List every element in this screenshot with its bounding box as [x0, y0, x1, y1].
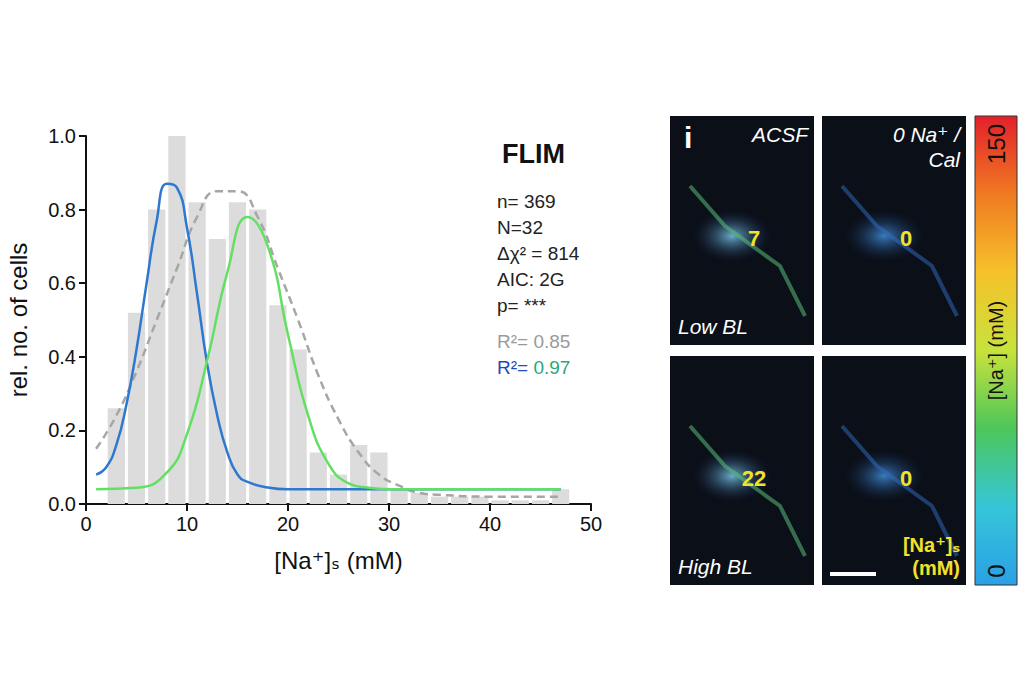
svg-text:R²= 0.85: R²= 0.85 [497, 331, 570, 352]
svg-text:0: 0 [983, 564, 1010, 577]
svg-text:[Na⁺] (mM): [Na⁺] (mM) [985, 301, 1007, 400]
svg-text:0.2: 0.2 [48, 419, 76, 441]
svg-text:[Na⁺]ₛ: [Na⁺]ₛ [903, 534, 960, 556]
svg-text:10: 10 [176, 513, 198, 535]
svg-text:0 Na⁺ /: 0 Na⁺ / [893, 123, 962, 146]
svg-text:40: 40 [479, 513, 501, 535]
svg-text:0.4: 0.4 [48, 346, 76, 368]
svg-text:N=32: N=32 [497, 217, 543, 238]
svg-text:AIC: 2G: AIC: 2G [497, 269, 565, 290]
svg-text:n= 369: n= 369 [497, 191, 556, 212]
svg-text:0: 0 [900, 226, 912, 251]
svg-text:0.8: 0.8 [48, 199, 76, 221]
svg-text:150: 150 [983, 124, 1010, 164]
svg-text:0.97: 0.97 [528, 357, 570, 378]
svg-text:R²=: R²= [497, 357, 528, 378]
svg-text:22: 22 [742, 466, 766, 491]
svg-text:Cal: Cal [928, 148, 961, 171]
svg-text:0.6: 0.6 [48, 272, 76, 294]
svg-text:0: 0 [80, 513, 91, 535]
svg-text:rel. no. of cells: rel. no. of cells [5, 243, 32, 398]
svg-text:50: 50 [580, 513, 602, 535]
svg-text:(mM): (mM) [912, 557, 960, 579]
svg-text:Low BL: Low BL [678, 315, 748, 338]
svg-text:ACSF: ACSF [750, 123, 809, 146]
svg-text:1.0: 1.0 [48, 125, 76, 147]
svg-text:p= ***: p= *** [497, 295, 547, 316]
svg-text:i: i [684, 121, 692, 154]
svg-text:0.0: 0.0 [48, 493, 76, 515]
svg-text:7: 7 [748, 226, 760, 251]
svg-text:Δχ² = 814: Δχ² = 814 [497, 243, 580, 264]
svg-text:20: 20 [277, 513, 299, 535]
svg-text:[Na⁺]ₛ (mM): [Na⁺]ₛ (mM) [274, 547, 402, 574]
svg-text:FLIM: FLIM [502, 139, 565, 169]
svg-text:High BL: High BL [678, 555, 753, 578]
svg-text:30: 30 [378, 513, 400, 535]
svg-text:0: 0 [900, 466, 912, 491]
